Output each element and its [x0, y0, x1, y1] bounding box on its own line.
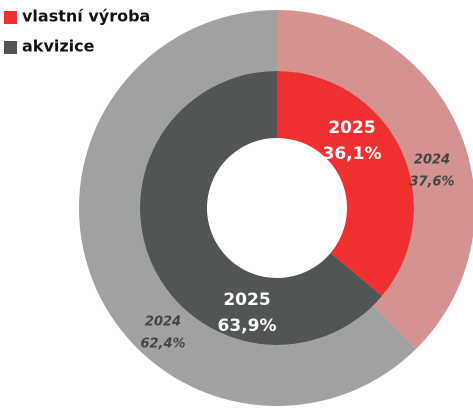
value-label: 62,4%	[140, 337, 185, 352]
donut-slice	[277, 10, 473, 349]
ring-label: 2024	[145, 315, 181, 330]
donut-slice	[140, 71, 383, 346]
ring-label: 2024	[414, 153, 450, 168]
donut-slice	[277, 71, 414, 296]
ring-label: 2025	[328, 118, 375, 138]
legend-label: vlastní výroba	[22, 7, 150, 26]
value-label: 37,6%	[409, 175, 454, 190]
legend-swatch	[4, 11, 17, 24]
ring-label: 2025	[223, 290, 270, 310]
value-label: 36,1%	[323, 144, 382, 164]
value-label: 63,9%	[218, 316, 277, 336]
legend-swatch	[4, 41, 17, 54]
legend-label: akvizice	[22, 37, 95, 56]
donut-slice	[79, 10, 417, 406]
